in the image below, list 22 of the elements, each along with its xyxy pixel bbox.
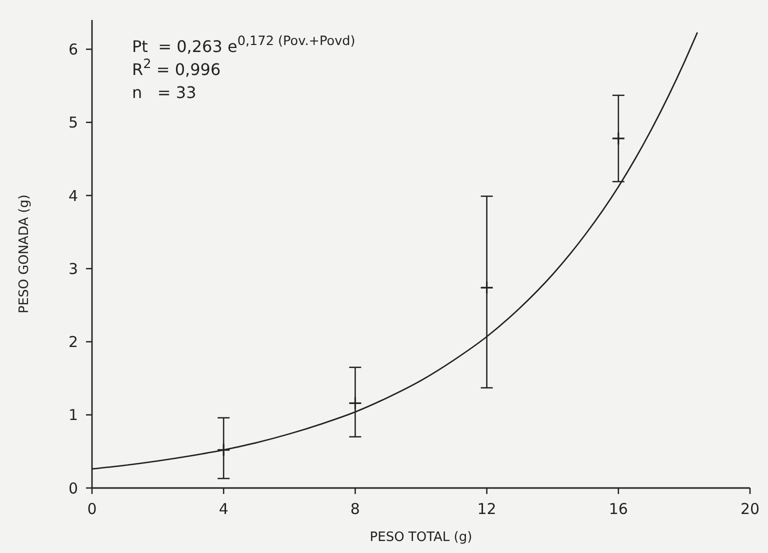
x-tick-label: 0: [87, 500, 97, 518]
annotation: Pt = 0,263 e$^{0,172 (Pov.+Povd)}$: [132, 34, 356, 56]
y-tick-label: 6: [68, 40, 78, 58]
annotation: R$^{2}$ = 0,996: [132, 56, 221, 79]
point: [216, 443, 230, 457]
x-tick-label: 20: [740, 500, 760, 518]
y-tick-label: 2: [68, 333, 78, 351]
y-tick-label: 1: [68, 406, 78, 424]
x-axis-title: PESO TOTAL (g): [370, 530, 472, 545]
point: [612, 132, 626, 146]
x-tick-label: 12: [477, 500, 496, 518]
y-tick-label: 4: [68, 186, 78, 205]
y-axis-title: PESO GONADA (g): [17, 194, 32, 314]
x-tick-label: 8: [350, 500, 360, 518]
x-tick-label: 4: [218, 500, 228, 518]
point: [480, 280, 494, 294]
y-tick-label: 0: [68, 479, 78, 498]
point: [348, 396, 362, 410]
annotation: n = 33: [132, 83, 196, 102]
x-tick-label: 16: [608, 500, 628, 518]
y-tick-label: 3: [68, 260, 78, 278]
y-tick-label: 5: [68, 114, 78, 132]
